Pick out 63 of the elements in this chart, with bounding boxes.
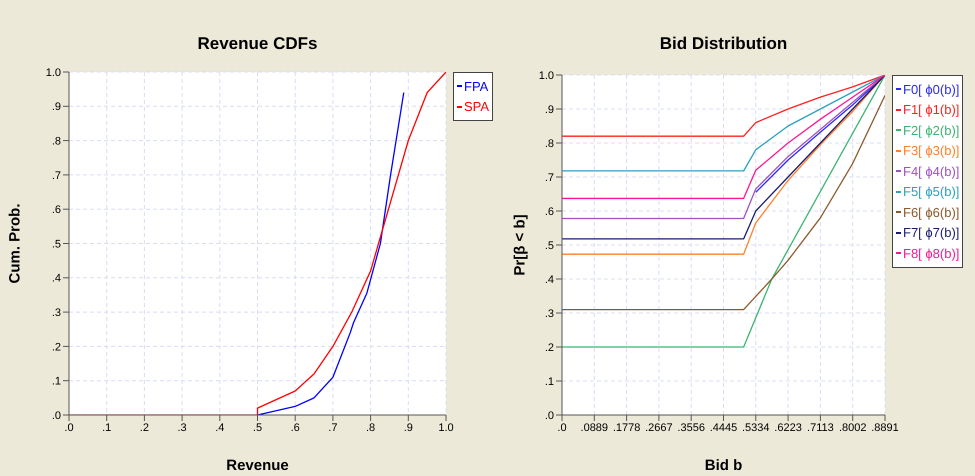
x-tick-label: .9 — [404, 422, 413, 434]
legend-label: F5[ ϕ5(b)] — [903, 184, 960, 200]
x-tick-label: .8891 — [871, 422, 899, 434]
x-tick-label: .8 — [366, 422, 376, 434]
y-tick-label: .4 — [544, 274, 554, 286]
x-tick-label: .0 — [557, 422, 567, 434]
x-axis-title: Revenue — [226, 457, 289, 474]
x-tick-label: .3 — [178, 422, 187, 434]
y-tick-label: 1.0 — [46, 66, 61, 79]
y-tick-label: .2 — [52, 341, 61, 354]
x-tick-label: .6223 — [774, 422, 802, 434]
x-tick-label: .3556 — [677, 422, 705, 434]
y-axis-title: Cum. Prob. — [6, 203, 24, 284]
y-tick-label: .3 — [52, 307, 61, 320]
chart-title: Bid Distribution — [658, 34, 788, 54]
x-tick-label: .1778 — [612, 422, 640, 434]
legend-label: F3[ ϕ3(b)] — [903, 143, 960, 158]
y-tick-label: .3 — [544, 308, 554, 320]
y-tick-label: .4 — [52, 272, 61, 285]
line-series — [562, 94, 885, 310]
y-tick-label: .9 — [544, 104, 554, 116]
x-tick-label: .5334 — [742, 422, 770, 434]
y-tick-label: .8 — [544, 138, 554, 150]
x-tick-label: .7 — [328, 422, 338, 434]
x-tick-label: .7113 — [807, 422, 834, 434]
x-tick-label: .5 — [252, 422, 262, 434]
y-tick-label: 1.0 — [538, 70, 554, 82]
y-tick-label: .7 — [52, 170, 61, 182]
y-tick-label: .1 — [544, 376, 554, 388]
x-tick-label: .1 — [102, 422, 112, 434]
legend-label: F8[ ϕ8(b)] — [903, 246, 960, 261]
x-tick-label: .6 — [290, 422, 300, 434]
x-tick-label: .2667 — [645, 422, 673, 434]
x-tick-label: .8002 — [838, 422, 866, 434]
legend-label: F1[ ϕ1(b)] — [903, 102, 960, 118]
legend-label: F7[ ϕ7(b)] — [903, 225, 960, 240]
y-tick-label: .5 — [544, 240, 554, 252]
legend-label: F0[ ϕ0(b)] — [903, 82, 960, 97]
y-tick-label: .9 — [52, 101, 61, 114]
y-axis-title: Pr[β < b] — [511, 214, 528, 276]
legend-label: F6[ ϕ6(b)] — [903, 204, 960, 220]
y-tick-label: .8 — [52, 136, 61, 148]
legend-label: F4[ ϕ4(b)] — [903, 164, 960, 179]
x-tick-label: .2 — [140, 422, 149, 434]
x-tick-label: .4445 — [710, 422, 738, 434]
y-tick-label: .0 — [544, 410, 554, 422]
y-tick-label: .5 — [52, 238, 61, 250]
y-tick-label: .6 — [52, 204, 61, 216]
line-series — [256, 92, 404, 415]
x-tick-label: .4 — [215, 422, 224, 434]
x-tick-label: .0889 — [580, 422, 608, 434]
x-tick-label: 1.0 — [438, 422, 454, 434]
x-axis-title: Bid b — [704, 457, 742, 474]
legend-label: F2[ ϕ2(b)] — [903, 122, 960, 138]
y-tick-label: .1 — [52, 376, 61, 388]
legend-label: SPA — [464, 99, 490, 114]
x-tick-label: .0 — [64, 422, 74, 434]
y-tick-label: .7 — [544, 172, 554, 184]
y-tick-label: .0 — [52, 410, 61, 422]
legend-label: FPA — [464, 78, 488, 94]
y-tick-label: .2 — [544, 342, 554, 354]
chart-title: Revenue CDFs — [196, 34, 318, 54]
y-tick-label: .6 — [544, 206, 554, 218]
